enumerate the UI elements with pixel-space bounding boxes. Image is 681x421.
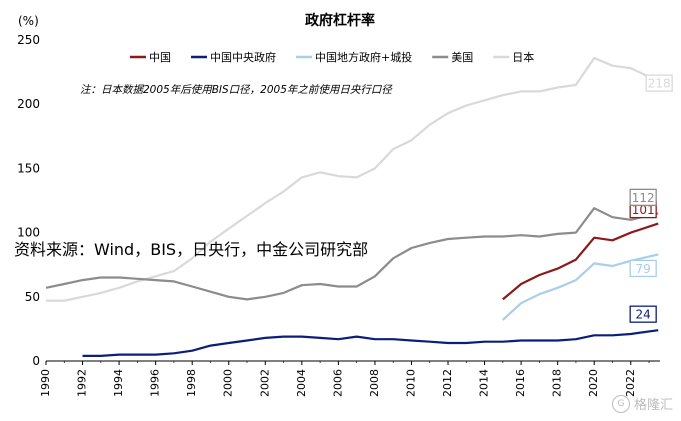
x-tick-label: 1998 — [185, 369, 198, 397]
series-line-3 — [45, 207, 659, 301]
series-line-1 — [82, 329, 659, 357]
x-tick-label: 2010 — [404, 369, 417, 397]
x-tick-label: 2018 — [551, 369, 564, 397]
end-label-text: 218 — [648, 77, 671, 91]
x-tick-label: 2000 — [222, 369, 235, 397]
y-tick-label: 0 — [32, 354, 40, 368]
watermark-text: 格隆汇 — [633, 398, 673, 413]
x-tick-label: 1996 — [149, 369, 162, 397]
end-label-text: 24 — [636, 308, 651, 322]
end-label-box — [645, 74, 673, 92]
y-tick-label: 150 — [17, 161, 40, 175]
axes: 0 50 100 150 200 250 1990 1992 1994 1996 1998 2000 2… — [17, 33, 660, 397]
y-axis-label: (%) — [18, 14, 39, 28]
legend-label: 美国 — [451, 51, 473, 64]
x-tick-label: 2014 — [478, 369, 491, 397]
watermark: G 格隆汇 — [611, 394, 673, 413]
end-label-box — [629, 305, 657, 323]
legend-label: 中国 — [149, 51, 171, 64]
y-tick-label: 250 — [17, 33, 40, 47]
x-tick-label: 2006 — [331, 369, 344, 397]
end-label-text: 101 — [632, 203, 655, 217]
x-tick-label: 2004 — [295, 369, 308, 397]
y-tick-label: 50 — [25, 290, 40, 304]
chart-title: 政府杠杆率 — [305, 12, 375, 29]
x-tick-label: 2016 — [514, 369, 527, 397]
chart-note: 注：日本数据2005年后使用BIS口径，2005年之前使用日央行口径 — [80, 84, 393, 96]
end-label-box — [629, 188, 657, 206]
end-label-text: 112 — [632, 191, 655, 205]
series-line-2 — [502, 253, 659, 321]
x-tick-label: 2008 — [368, 369, 381, 397]
x-tick-label: 1992 — [76, 369, 89, 397]
end-label-box — [629, 259, 657, 278]
x-tick-label: 2020 — [587, 369, 600, 397]
x-tick-label: 1994 — [112, 369, 125, 397]
x-tick-label: 2012 — [441, 369, 454, 397]
x-tick-label: 1990 — [39, 369, 52, 397]
y-tick-label: 100 — [17, 226, 40, 240]
end-labels: 101 24 79 112 218 — [629, 74, 673, 323]
source-text: 资料来源：Wind，BIS，日央行，中金公司研究部 — [14, 240, 369, 259]
y-tick-label: 200 — [17, 97, 40, 111]
x-tick-label: 2002 — [258, 369, 271, 397]
series-layer — [45, 56, 659, 357]
legend: 中国 中国中央政府 中国地方政府+城投 美国 日本 — [130, 50, 534, 64]
end-label-text: 79 — [636, 262, 651, 276]
x-tick-label: 2022 — [624, 369, 637, 397]
series-line-0 — [502, 222, 659, 301]
legend-label: 中国地方政府+城投 — [315, 50, 412, 64]
legend-label: 日本 — [512, 50, 534, 64]
legend-label: 中国中央政府 — [210, 50, 276, 64]
watermark-icon: G — [611, 394, 630, 413]
